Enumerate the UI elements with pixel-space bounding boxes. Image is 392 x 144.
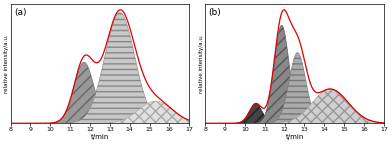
Text: (b): (b)	[209, 8, 221, 17]
X-axis label: t/min: t/min	[91, 134, 109, 140]
X-axis label: t/min: t/min	[285, 134, 304, 140]
Y-axis label: relative intensity/a.u.: relative intensity/a.u.	[4, 34, 9, 93]
Y-axis label: relative intensity/a.u.: relative intensity/a.u.	[199, 34, 204, 93]
Text: (a): (a)	[14, 8, 27, 17]
